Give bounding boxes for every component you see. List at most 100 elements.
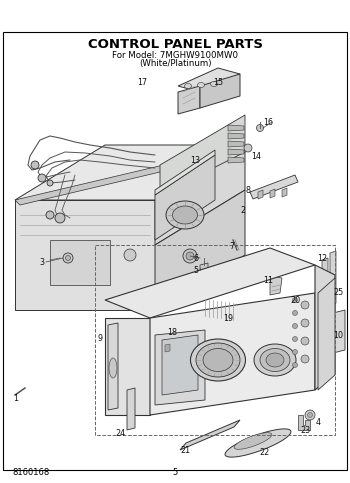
Circle shape	[124, 249, 136, 261]
Text: 5: 5	[194, 266, 198, 274]
Polygon shape	[180, 420, 240, 450]
Text: For Model: 7MGHW9100MW0: For Model: 7MGHW9100MW0	[112, 51, 238, 59]
Circle shape	[186, 252, 194, 260]
Text: 8160168: 8160168	[12, 468, 49, 477]
Text: 18: 18	[167, 327, 177, 337]
Circle shape	[308, 412, 313, 417]
Polygon shape	[270, 276, 282, 295]
Polygon shape	[258, 190, 263, 199]
Text: 8: 8	[245, 185, 251, 195]
Polygon shape	[298, 415, 310, 430]
Text: 9: 9	[97, 333, 103, 342]
Ellipse shape	[196, 343, 240, 377]
Text: 25: 25	[334, 287, 344, 297]
Polygon shape	[228, 157, 244, 163]
Text: 24: 24	[115, 428, 125, 438]
Polygon shape	[162, 335, 198, 395]
Polygon shape	[155, 330, 205, 405]
Polygon shape	[178, 68, 240, 92]
Text: 23: 23	[300, 426, 310, 435]
Text: CONTROL PANEL PARTS: CONTROL PANEL PARTS	[88, 38, 262, 51]
Circle shape	[244, 144, 252, 152]
Circle shape	[301, 301, 309, 309]
Text: 3: 3	[40, 257, 44, 267]
Text: 16: 16	[263, 117, 273, 127]
Circle shape	[183, 249, 197, 263]
Ellipse shape	[109, 358, 117, 378]
Text: 7: 7	[230, 242, 235, 251]
Polygon shape	[15, 200, 155, 310]
Bar	[95, 245, 335, 435]
Polygon shape	[250, 175, 298, 199]
Polygon shape	[330, 251, 336, 305]
Polygon shape	[228, 141, 244, 147]
Circle shape	[257, 125, 264, 131]
Circle shape	[293, 337, 297, 341]
Polygon shape	[178, 86, 200, 114]
Ellipse shape	[173, 206, 197, 224]
Circle shape	[38, 174, 46, 182]
Polygon shape	[160, 115, 245, 195]
Polygon shape	[150, 293, 315, 415]
Polygon shape	[50, 240, 110, 285]
Ellipse shape	[203, 349, 233, 371]
Circle shape	[305, 410, 315, 420]
Polygon shape	[15, 145, 245, 200]
Polygon shape	[282, 188, 287, 197]
Polygon shape	[127, 388, 135, 430]
Text: 1: 1	[14, 394, 19, 402]
Circle shape	[293, 298, 297, 302]
Text: 20: 20	[290, 296, 300, 304]
Circle shape	[63, 253, 73, 263]
Circle shape	[293, 324, 297, 328]
Text: (White/Platinum): (White/Platinum)	[139, 58, 211, 68]
Polygon shape	[15, 147, 245, 205]
Polygon shape	[200, 74, 240, 108]
Polygon shape	[228, 125, 244, 131]
Polygon shape	[322, 258, 328, 280]
Ellipse shape	[166, 201, 204, 229]
Text: 2: 2	[240, 205, 246, 214]
Ellipse shape	[184, 84, 191, 88]
Text: 4: 4	[315, 417, 321, 426]
Circle shape	[65, 256, 70, 260]
Polygon shape	[318, 278, 335, 390]
Text: 17: 17	[137, 77, 147, 86]
Circle shape	[301, 337, 309, 345]
Ellipse shape	[197, 83, 204, 87]
Polygon shape	[165, 344, 170, 352]
Polygon shape	[325, 310, 345, 355]
Text: 6: 6	[194, 254, 198, 262]
Polygon shape	[105, 248, 315, 318]
Text: 10: 10	[333, 330, 343, 340]
Text: 5: 5	[173, 468, 178, 477]
Polygon shape	[155, 155, 215, 240]
Polygon shape	[315, 265, 335, 390]
Ellipse shape	[254, 344, 296, 376]
Polygon shape	[270, 189, 275, 198]
Circle shape	[301, 319, 309, 327]
Polygon shape	[155, 190, 245, 310]
Circle shape	[301, 355, 309, 363]
Ellipse shape	[260, 349, 290, 371]
Text: 15: 15	[213, 77, 223, 86]
Circle shape	[293, 363, 297, 368]
Circle shape	[293, 311, 297, 315]
Text: 12: 12	[317, 254, 327, 262]
Text: 13: 13	[190, 156, 200, 165]
Text: 21: 21	[180, 445, 190, 455]
Text: 14: 14	[251, 152, 261, 160]
Text: 11: 11	[263, 275, 273, 284]
Polygon shape	[200, 263, 208, 275]
Ellipse shape	[190, 339, 245, 381]
Circle shape	[47, 180, 53, 186]
Ellipse shape	[210, 82, 217, 86]
Polygon shape	[105, 318, 150, 415]
Circle shape	[46, 211, 54, 219]
Circle shape	[31, 161, 39, 169]
Polygon shape	[155, 145, 245, 245]
Text: 22: 22	[260, 448, 270, 456]
Text: 19: 19	[223, 313, 233, 323]
Polygon shape	[155, 150, 215, 195]
Ellipse shape	[266, 353, 284, 367]
